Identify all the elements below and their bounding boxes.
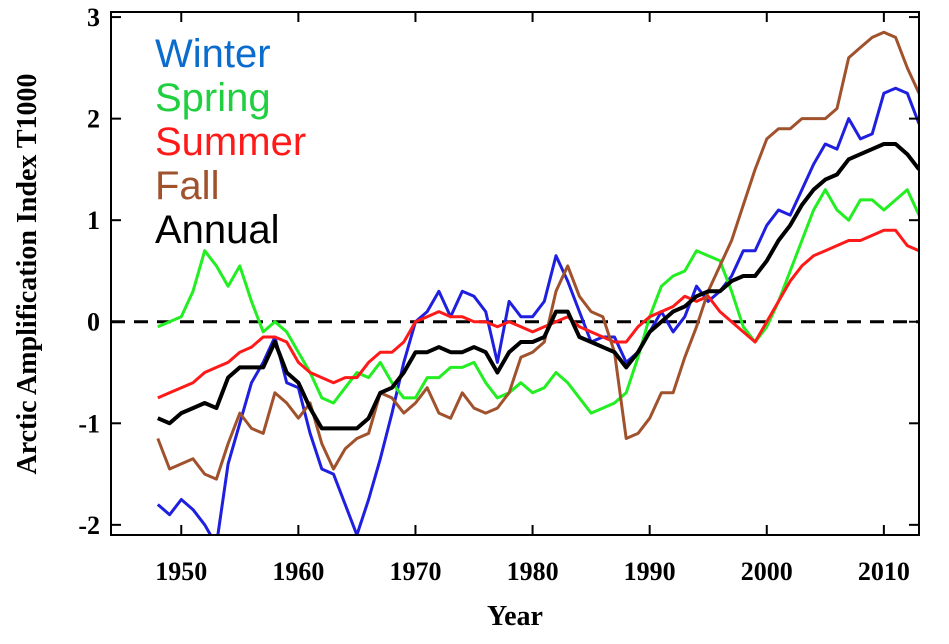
y-tick-label: 1 [87,206,100,235]
x-tick-label: 1960 [272,557,324,586]
tick-layer: 1950 1960 1970 1980 1990 2000 2010 -2 -1 0 1 2 3 [78,3,919,586]
y-tick-label: -1 [78,409,100,438]
x-tick-label: 1970 [389,557,441,586]
series-line-spring [157,188,919,415]
x-tick-label: 2000 [741,557,793,586]
legend-label-annual: Annual [155,208,280,252]
x-tick-label: 1990 [624,557,676,586]
x-tick-label: 1980 [507,557,559,586]
x-tick-label: 1950 [155,557,207,586]
plot-frame [110,11,920,536]
legend-label-spring: Spring [155,76,271,120]
x-tick-label: 2010 [858,557,910,586]
series-line-fall [156,30,919,481]
legend-label-summer: Summer [155,120,306,164]
legend-label-fall: Fall [155,164,219,208]
y-tick-label: 0 [87,308,100,337]
series-line-winter [156,86,919,535]
legend-label-winter: Winter [155,32,271,76]
series-layer [156,30,919,535]
y-tick-label: 3 [87,3,100,32]
series-line-summer [157,228,919,400]
y-axis-title: Arctic Amplification Index T1000 [12,73,43,474]
series-line-annual [157,142,919,431]
x-axis-title: Year [487,601,543,632]
y-tick-label: 2 [87,105,100,134]
y-tick-label: -2 [78,511,100,540]
